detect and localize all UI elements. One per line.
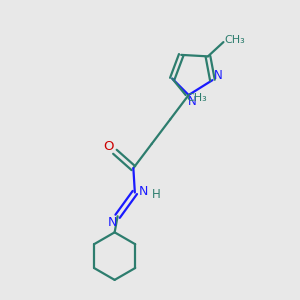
Text: N: N [213, 70, 222, 83]
Text: CH₃: CH₃ [224, 35, 245, 45]
Text: N: N [108, 216, 117, 229]
Text: N: N [188, 95, 197, 108]
Text: O: O [103, 140, 114, 153]
Text: N: N [139, 185, 148, 198]
Text: CH₃: CH₃ [187, 93, 207, 103]
Text: H: H [152, 188, 161, 201]
